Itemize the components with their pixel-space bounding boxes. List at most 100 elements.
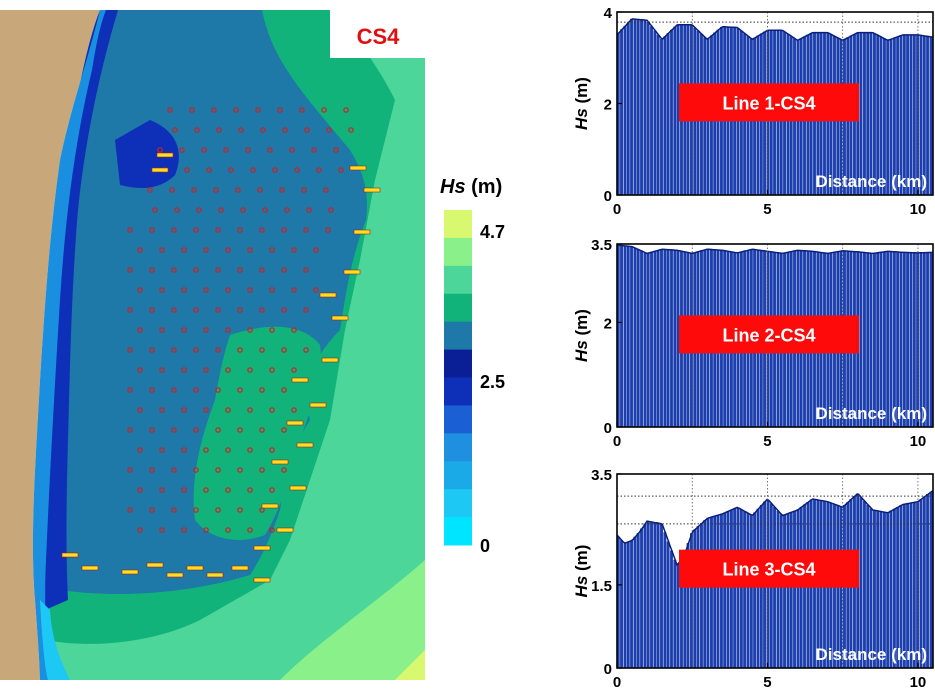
grid-marker: [299, 107, 305, 113]
bar: [666, 249, 670, 428]
grid-marker: [225, 367, 231, 373]
grid-marker: [152, 207, 158, 213]
grid-marker: [149, 387, 155, 393]
grid-marker: [149, 507, 155, 513]
line3-chart: 0 1.5 3.5 0 5 10 Hs (m) Distance (km) Line 3-CS4: [572, 467, 934, 691]
grid-marker: [237, 307, 243, 313]
grid-marker: [179, 147, 185, 153]
bar: [719, 513, 723, 669]
grid-marker: [159, 447, 165, 453]
bar: [862, 32, 866, 196]
grid-marker: [259, 227, 265, 233]
grid-marker: [159, 527, 165, 533]
bar: [902, 252, 906, 428]
yellow-marker: [271, 459, 289, 465]
bar: [666, 33, 670, 196]
grid-marker: [193, 427, 199, 433]
grid-marker: [279, 187, 285, 193]
bar: [713, 515, 717, 669]
bar: [922, 252, 926, 428]
bar: [872, 33, 876, 196]
grid-marker: [149, 267, 155, 273]
grid-marker: [281, 387, 287, 393]
bar: [896, 251, 900, 428]
grid-marker: [303, 267, 309, 273]
grid-marker: [255, 107, 261, 113]
grid-marker: [238, 127, 244, 133]
bar: [633, 247, 637, 428]
grid-marker: [282, 127, 288, 133]
x-tick-label: 0: [613, 674, 621, 691]
grid-marker: [237, 507, 243, 513]
bar: [909, 34, 913, 196]
bar: [899, 252, 903, 428]
grid-marker: [171, 467, 177, 473]
bar: [650, 26, 653, 196]
grid-marker: [225, 287, 231, 293]
bar: [630, 540, 633, 669]
bar: [640, 250, 643, 428]
x-tick-label: 5: [763, 201, 771, 218]
y-tick-label: 4: [604, 5, 613, 22]
grid-marker: [149, 467, 155, 473]
bar: [876, 252, 880, 428]
bar: [859, 497, 863, 669]
grid-marker: [291, 367, 297, 373]
grid-marker: [225, 327, 231, 333]
grid-marker: [269, 367, 275, 373]
grid-marker: [171, 307, 177, 313]
grid-marker: [215, 347, 221, 353]
grid-marker: [303, 307, 309, 313]
colorbar-swatch: [444, 517, 472, 546]
bar: [653, 30, 657, 196]
bar: [896, 507, 900, 669]
grid-marker: [284, 207, 290, 213]
grid-marker: [159, 487, 165, 493]
grid-marker: [171, 267, 177, 273]
grid-marker: [291, 327, 297, 333]
bar: [859, 32, 863, 196]
bar: [623, 542, 627, 669]
grid-marker: [259, 387, 265, 393]
bar: [640, 19, 643, 196]
line2-chart: 0 2 3.5 0 5 10 Hs (m) Distance (km) Line 2-CS4: [572, 237, 934, 450]
nearshore-strip: [43, 10, 118, 610]
grid-marker: [171, 507, 177, 513]
grid-marker: [211, 107, 217, 113]
bar: [653, 522, 657, 669]
land-area: [0, 10, 100, 680]
x-tick-label: 0: [613, 433, 621, 450]
series-outline: [616, 244, 933, 255]
grid-marker: [304, 127, 310, 133]
bar: [673, 249, 677, 428]
x-axis-label: Distance (km): [816, 172, 927, 191]
bar: [889, 251, 893, 428]
bar: [660, 38, 663, 196]
bar: [696, 526, 700, 669]
grid-marker: [303, 227, 309, 233]
grid-marker: [137, 247, 143, 253]
bar: [673, 559, 677, 669]
grid-marker: [127, 227, 133, 233]
bar: [902, 504, 906, 669]
bar: [706, 517, 710, 669]
bar: [872, 252, 876, 428]
grid-marker: [137, 487, 143, 493]
grid-marker: [149, 307, 155, 313]
bar: [906, 34, 910, 196]
yellow-marker: [261, 503, 279, 509]
y-tick-label: 2: [604, 97, 612, 114]
grid-marker: [333, 147, 339, 153]
y-tick-label: 0: [604, 661, 612, 678]
colorbar-swatch: [444, 293, 472, 323]
colorbar-swatch: [444, 433, 472, 462]
y-axis-label: Hs (m): [572, 309, 591, 362]
grid-marker: [169, 187, 175, 193]
grid-marker: [203, 367, 209, 373]
grid-marker: [269, 407, 275, 413]
grid-marker: [235, 187, 241, 193]
colorbar-swatch: [444, 237, 472, 267]
bar: [626, 22, 630, 196]
bar: [630, 18, 633, 196]
grid-marker: [237, 467, 243, 473]
